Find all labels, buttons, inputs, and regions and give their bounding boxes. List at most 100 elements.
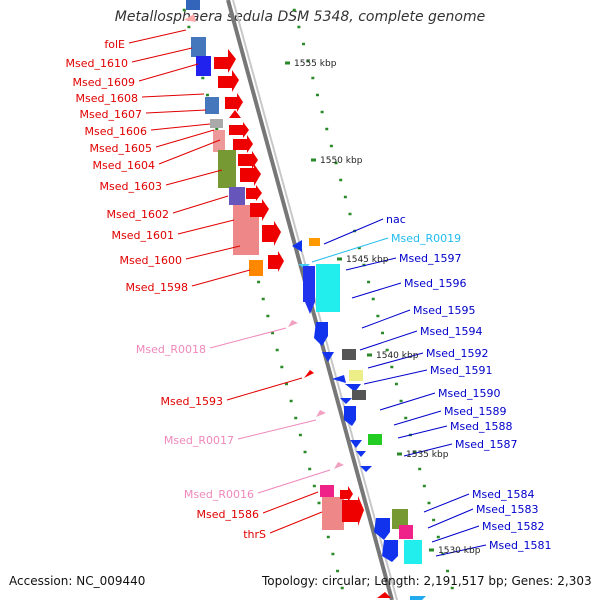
- gene-label: Msed_1607: [80, 108, 142, 121]
- gene-arrow: [250, 199, 269, 221]
- scale-label: 1535 kbp: [406, 450, 449, 460]
- leader-line: [145, 109, 207, 114]
- gene-arrow: [238, 151, 258, 169]
- gene-arrow: [233, 135, 253, 153]
- gene-label: Msed_1586: [197, 508, 259, 521]
- gene-arrow: [292, 240, 302, 252]
- leader-line: [393, 410, 442, 426]
- gene-label: nac: [386, 213, 406, 226]
- gene-arrow: [305, 302, 315, 314]
- gene-label: Msed_1587: [455, 438, 517, 451]
- leader-line: [209, 327, 287, 349]
- scale-label: 1550 kbp: [320, 156, 363, 166]
- left-gene-labels: folE Msed_1610 Msed_1609 Msed_1608 Msed_1607…: [66, 38, 266, 541]
- gene-box: [186, 0, 200, 10]
- leader-line: [165, 169, 223, 186]
- gene-label: Msed_1591: [430, 364, 492, 377]
- leader-line: [257, 469, 331, 494]
- leader-line: [423, 493, 470, 513]
- leader-line: [397, 425, 448, 439]
- gene-arrow: [410, 596, 426, 600]
- gene-arrow: [229, 122, 249, 138]
- leader-line: [172, 195, 229, 214]
- gene-arrow: [350, 440, 362, 448]
- gene-arrow: [356, 451, 366, 457]
- scale-label: 1555 kbp: [294, 59, 337, 69]
- leader-line: [359, 330, 418, 351]
- leader-line: [379, 392, 436, 411]
- gene-label: Msed_1595: [413, 304, 475, 317]
- gene-label: Msed_1609: [73, 76, 135, 89]
- rna-marker: [304, 370, 314, 378]
- gene-arrow: [225, 93, 243, 112]
- gene-box: [320, 485, 334, 497]
- gene-arrow: [229, 110, 241, 118]
- gene-label: Msed_1590: [438, 387, 500, 400]
- gene-label: Msed_1605: [90, 142, 152, 155]
- gene-arrow: [262, 221, 281, 246]
- gene-arrow: [218, 70, 239, 92]
- gene-box: [352, 390, 366, 400]
- forward-strand-features: [184, 0, 391, 598]
- gene-label: Msed_1594: [420, 325, 482, 338]
- gene-box: [218, 150, 236, 188]
- gene-label: Msed_1584: [472, 488, 534, 501]
- gene-arrow: [360, 466, 372, 472]
- leader-line: [345, 257, 397, 271]
- gene-arrow: [345, 384, 361, 392]
- gene-label: Msed_R0019: [391, 232, 461, 245]
- gene-label: Msed_1602: [107, 208, 169, 221]
- leader-line: [435, 544, 487, 557]
- leader-line: [185, 245, 241, 260]
- gene-label: Msed_1604: [93, 159, 155, 172]
- gene-box: [205, 97, 219, 114]
- gene-box: [309, 238, 320, 246]
- leader-line: [237, 419, 317, 440]
- right-gene-labels: nac Msed_R0019 Msed_1597 Msed_1596 Msed_1595…: [386, 213, 551, 552]
- leader-line: [138, 63, 199, 82]
- scale-labels: 1555 kbp 1550 kbp 1545 kbp 1540 kbp 1535 kbp…: [285, 59, 481, 556]
- gene-box: [399, 525, 413, 539]
- gene-box: [322, 497, 344, 530]
- leader-line: [191, 269, 251, 287]
- gene-arrow: [322, 352, 334, 362]
- gene-label: Msed_1593: [161, 395, 223, 408]
- leader-line: [431, 525, 480, 543]
- rna-marker: [377, 592, 391, 598]
- gene-box: [342, 349, 356, 360]
- gene-box: [368, 434, 382, 445]
- leader-line: [177, 219, 235, 235]
- gene-arrow: [342, 496, 364, 526]
- gene-box: [210, 119, 223, 128]
- gene-label: Msed_1610: [66, 57, 128, 70]
- gene-box: [303, 266, 315, 302]
- gene-arrow: [374, 518, 390, 540]
- genome-summary-text: Topology: circular; Length: 2,191,517 bp…: [262, 574, 592, 588]
- gene-label: Msed_1596: [404, 277, 466, 290]
- leader-line: [226, 377, 303, 401]
- leader-line: [311, 237, 389, 263]
- gene-box: [196, 56, 211, 76]
- gene-label: Msed_R0018: [136, 343, 206, 356]
- gene-arrow: [340, 486, 353, 502]
- gene-label: Msed_1581: [489, 539, 551, 552]
- leader-line: [351, 282, 402, 299]
- gene-box: [316, 264, 340, 312]
- leader-line: [128, 29, 187, 44]
- gene-label: Msed_R0016: [184, 488, 254, 501]
- gene-box: [229, 187, 245, 205]
- left-leader-lines: [128, 29, 331, 534]
- scale-label: 1540 kbp: [376, 351, 419, 361]
- gene-label: Msed_1600: [120, 254, 182, 267]
- scale-track: [182, 8, 454, 590]
- gene-label: folE: [104, 38, 125, 51]
- gene-arrow: [314, 322, 328, 346]
- gene-label: Msed_1598: [126, 281, 188, 294]
- gene-box: [213, 130, 225, 152]
- gene-arrow: [344, 406, 356, 426]
- gene-label: Msed_1603: [100, 180, 162, 193]
- rna-marker: [288, 320, 298, 327]
- gene-arrow: [382, 540, 398, 562]
- leader-line: [269, 511, 323, 534]
